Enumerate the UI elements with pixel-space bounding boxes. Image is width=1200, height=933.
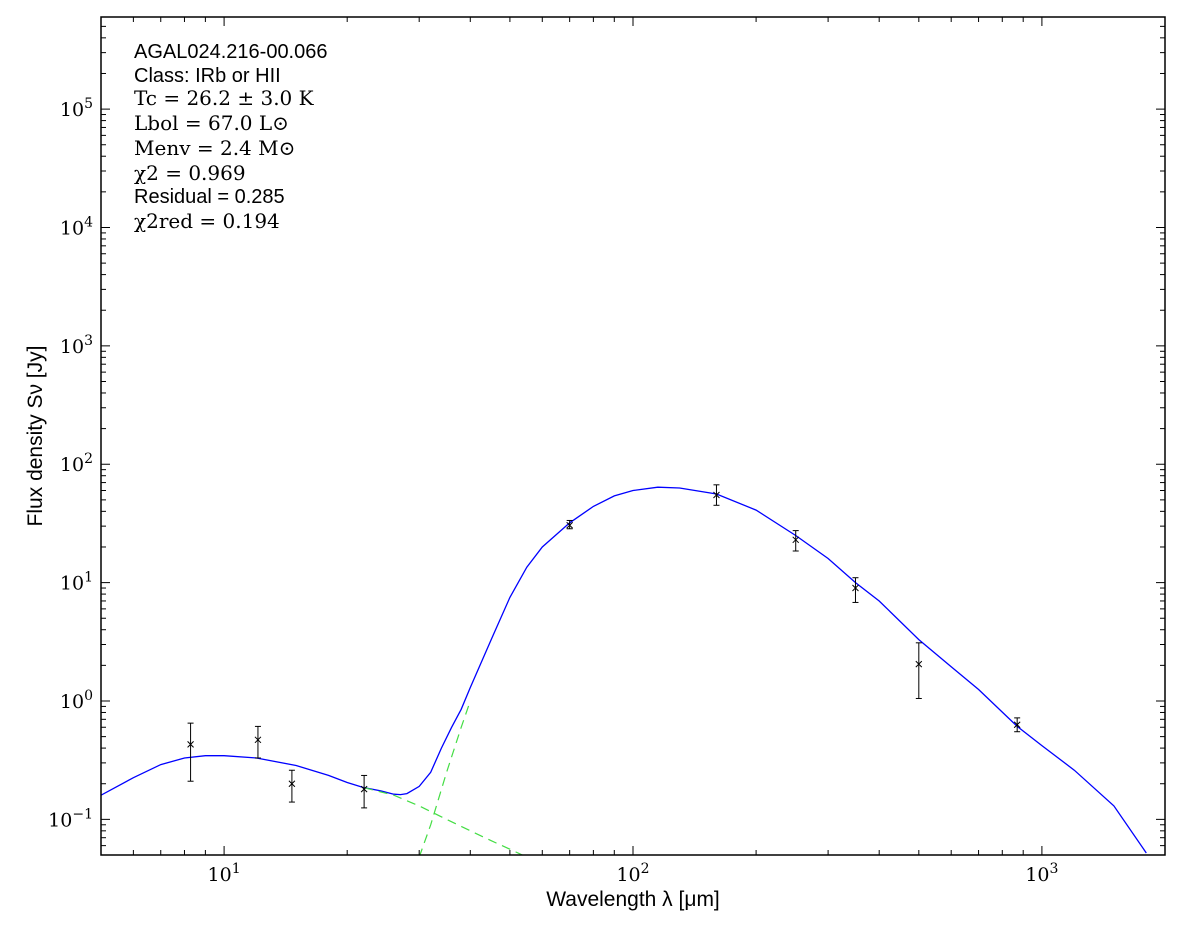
marker-x-b — [288, 780, 296, 788]
axis-ticks — [100, 16, 1166, 856]
marker-x-b — [792, 536, 800, 544]
y-tick-label: 105 — [60, 96, 93, 121]
tick-exponent: 1 — [232, 861, 241, 877]
total-sed-curve — [101, 486, 1147, 854]
tick-exponent: 3 — [1050, 861, 1059, 877]
menv-value: Menv = 2.4 M⊙ — [134, 136, 295, 160]
y-tick-label: 100 — [60, 688, 93, 713]
residual-value: Residual = 0.285 — [134, 186, 285, 208]
x-tick-label: 101 — [208, 861, 241, 886]
marker-x-b — [713, 491, 720, 499]
source-name: AGAL024.216-00.066 — [134, 41, 328, 63]
tick-exponent: 3 — [84, 333, 93, 349]
marker-x-b — [254, 736, 262, 744]
data-point-3 — [360, 774, 368, 809]
data-point-0 — [187, 722, 194, 782]
component-curve-2 — [419, 700, 471, 855]
x-tick-label: 103 — [1025, 861, 1058, 886]
data-point-4 — [566, 519, 574, 530]
marker-x-b — [187, 741, 194, 748]
data-point-5 — [713, 484, 720, 506]
y-tick-label: 103 — [60, 333, 93, 358]
lbol-value: Lbol = 67.0 L⊙ — [134, 111, 289, 135]
data-points — [187, 484, 1021, 809]
chi2-value: χ2 = 0.969 — [134, 161, 246, 185]
y-tick-label: 10−1 — [48, 806, 93, 831]
model-curves — [101, 486, 1147, 855]
tick-exponent: 4 — [84, 214, 93, 230]
data-point-1 — [254, 725, 262, 759]
x-tick-label: 102 — [616, 861, 649, 886]
data-point-6 — [792, 530, 800, 552]
tick-exponent: 5 — [84, 96, 93, 112]
tick-exponent: 0 — [84, 688, 93, 704]
fit-annotation: AGAL024.216-00.066 Class: IRb or HII Tc … — [134, 41, 328, 233]
marker-x-b — [915, 660, 923, 668]
data-point-9 — [1013, 717, 1021, 733]
data-point-2 — [288, 769, 296, 803]
y-tick-label: 102 — [60, 451, 93, 476]
x-axis-label: Wavelength λ [μm] — [546, 888, 720, 911]
component-curve-1 — [363, 787, 524, 855]
marker-x-b — [852, 584, 859, 592]
chi2red-value: χ2red = 0.194 — [134, 209, 280, 233]
marker-x-b — [566, 521, 574, 529]
y-tick-label: 101 — [60, 570, 93, 595]
marker-x-b — [360, 785, 368, 793]
marker-x-b — [1013, 721, 1021, 729]
tick-exponent: −1 — [72, 806, 93, 822]
class-label: Class: IRb or HII — [134, 65, 281, 87]
tick-exponent: 2 — [84, 451, 93, 467]
tc-value: Tc = 26.2 ± 3.0 K — [134, 86, 315, 110]
y-axis-label: Flux density Sν [Jy] — [24, 346, 47, 527]
tick-exponent: 1 — [84, 570, 93, 586]
data-point-8 — [915, 642, 923, 699]
tick-exponent: 2 — [641, 861, 650, 877]
y-tick-label: 104 — [60, 214, 93, 239]
data-point-7 — [852, 577, 859, 603]
